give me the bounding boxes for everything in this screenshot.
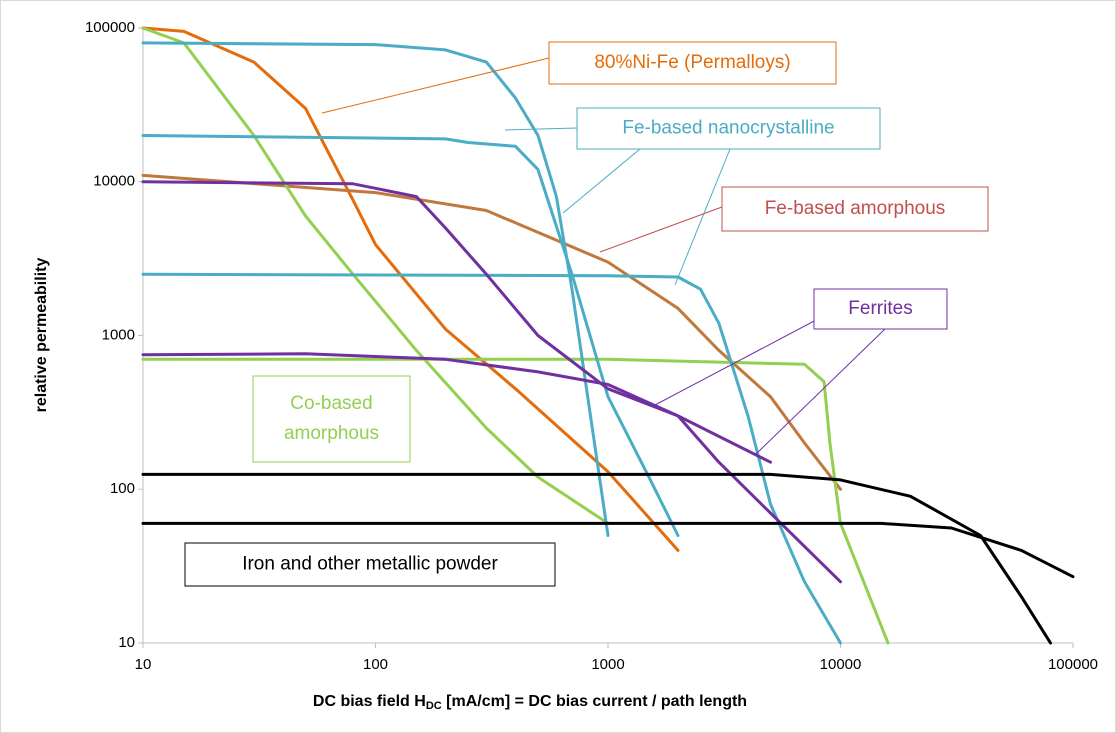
leader-line bbox=[321, 57, 550, 114]
leader-line bbox=[674, 148, 731, 286]
x-tick-label: 10 bbox=[135, 656, 152, 673]
annotation-box bbox=[721, 186, 989, 232]
leader-line bbox=[562, 148, 641, 214]
leader-line bbox=[599, 206, 723, 253]
annotation-text: Ferrites bbox=[848, 298, 912, 319]
series-line bbox=[141, 180, 842, 584]
annotation-text: Fe-based amorphous bbox=[765, 198, 946, 219]
x-axis-title-sub: DC bbox=[426, 700, 442, 712]
annotation-text: 80%Ni-Fe (Permalloys) bbox=[594, 52, 790, 73]
x-tick-label: 10000 bbox=[820, 656, 862, 673]
x-tick-label: 1000 bbox=[591, 656, 624, 673]
annotation-box bbox=[252, 375, 411, 463]
annotation-text: Fe-based nanocrystalline bbox=[622, 118, 834, 139]
y-tick-label: 100000 bbox=[85, 19, 135, 36]
series-line bbox=[141, 352, 772, 464]
x-axis-title-part: [mA/cm] = DC bias current / path length bbox=[442, 693, 747, 710]
y-tick-label: 10000 bbox=[93, 173, 135, 190]
annotation-text: Iron and other metallic powder bbox=[242, 554, 498, 575]
x-tick-label: 100 bbox=[363, 656, 388, 673]
series-line bbox=[141, 26, 680, 552]
y-tick-label: 10 bbox=[118, 634, 135, 651]
x-tick-label: 100000 bbox=[1048, 656, 1098, 673]
y-axis-title: relative permeability bbox=[33, 258, 50, 413]
annotation-text: Co-based bbox=[290, 393, 372, 414]
leader-line bbox=[504, 127, 578, 131]
annotation-box bbox=[813, 288, 948, 330]
series-line bbox=[141, 521, 1075, 579]
series-line bbox=[141, 272, 842, 645]
x-axis-title-part: DC bias field H bbox=[313, 693, 426, 710]
leader-line bbox=[654, 309, 836, 406]
annotation-text: amorphous bbox=[284, 423, 379, 444]
leader-line bbox=[754, 328, 886, 456]
x-axis-title: DC bias field HDC [mA/cm] = DC bias curr… bbox=[313, 693, 747, 712]
series-line bbox=[141, 134, 680, 537]
annotation-box bbox=[548, 41, 837, 85]
annotation-box bbox=[184, 542, 556, 587]
annotation-box bbox=[576, 107, 881, 150]
series-line bbox=[141, 41, 610, 537]
y-tick-label: 1000 bbox=[102, 326, 135, 343]
y-tick-label: 100 bbox=[110, 480, 135, 497]
series-line bbox=[141, 472, 1052, 645]
series-line bbox=[141, 173, 842, 491]
